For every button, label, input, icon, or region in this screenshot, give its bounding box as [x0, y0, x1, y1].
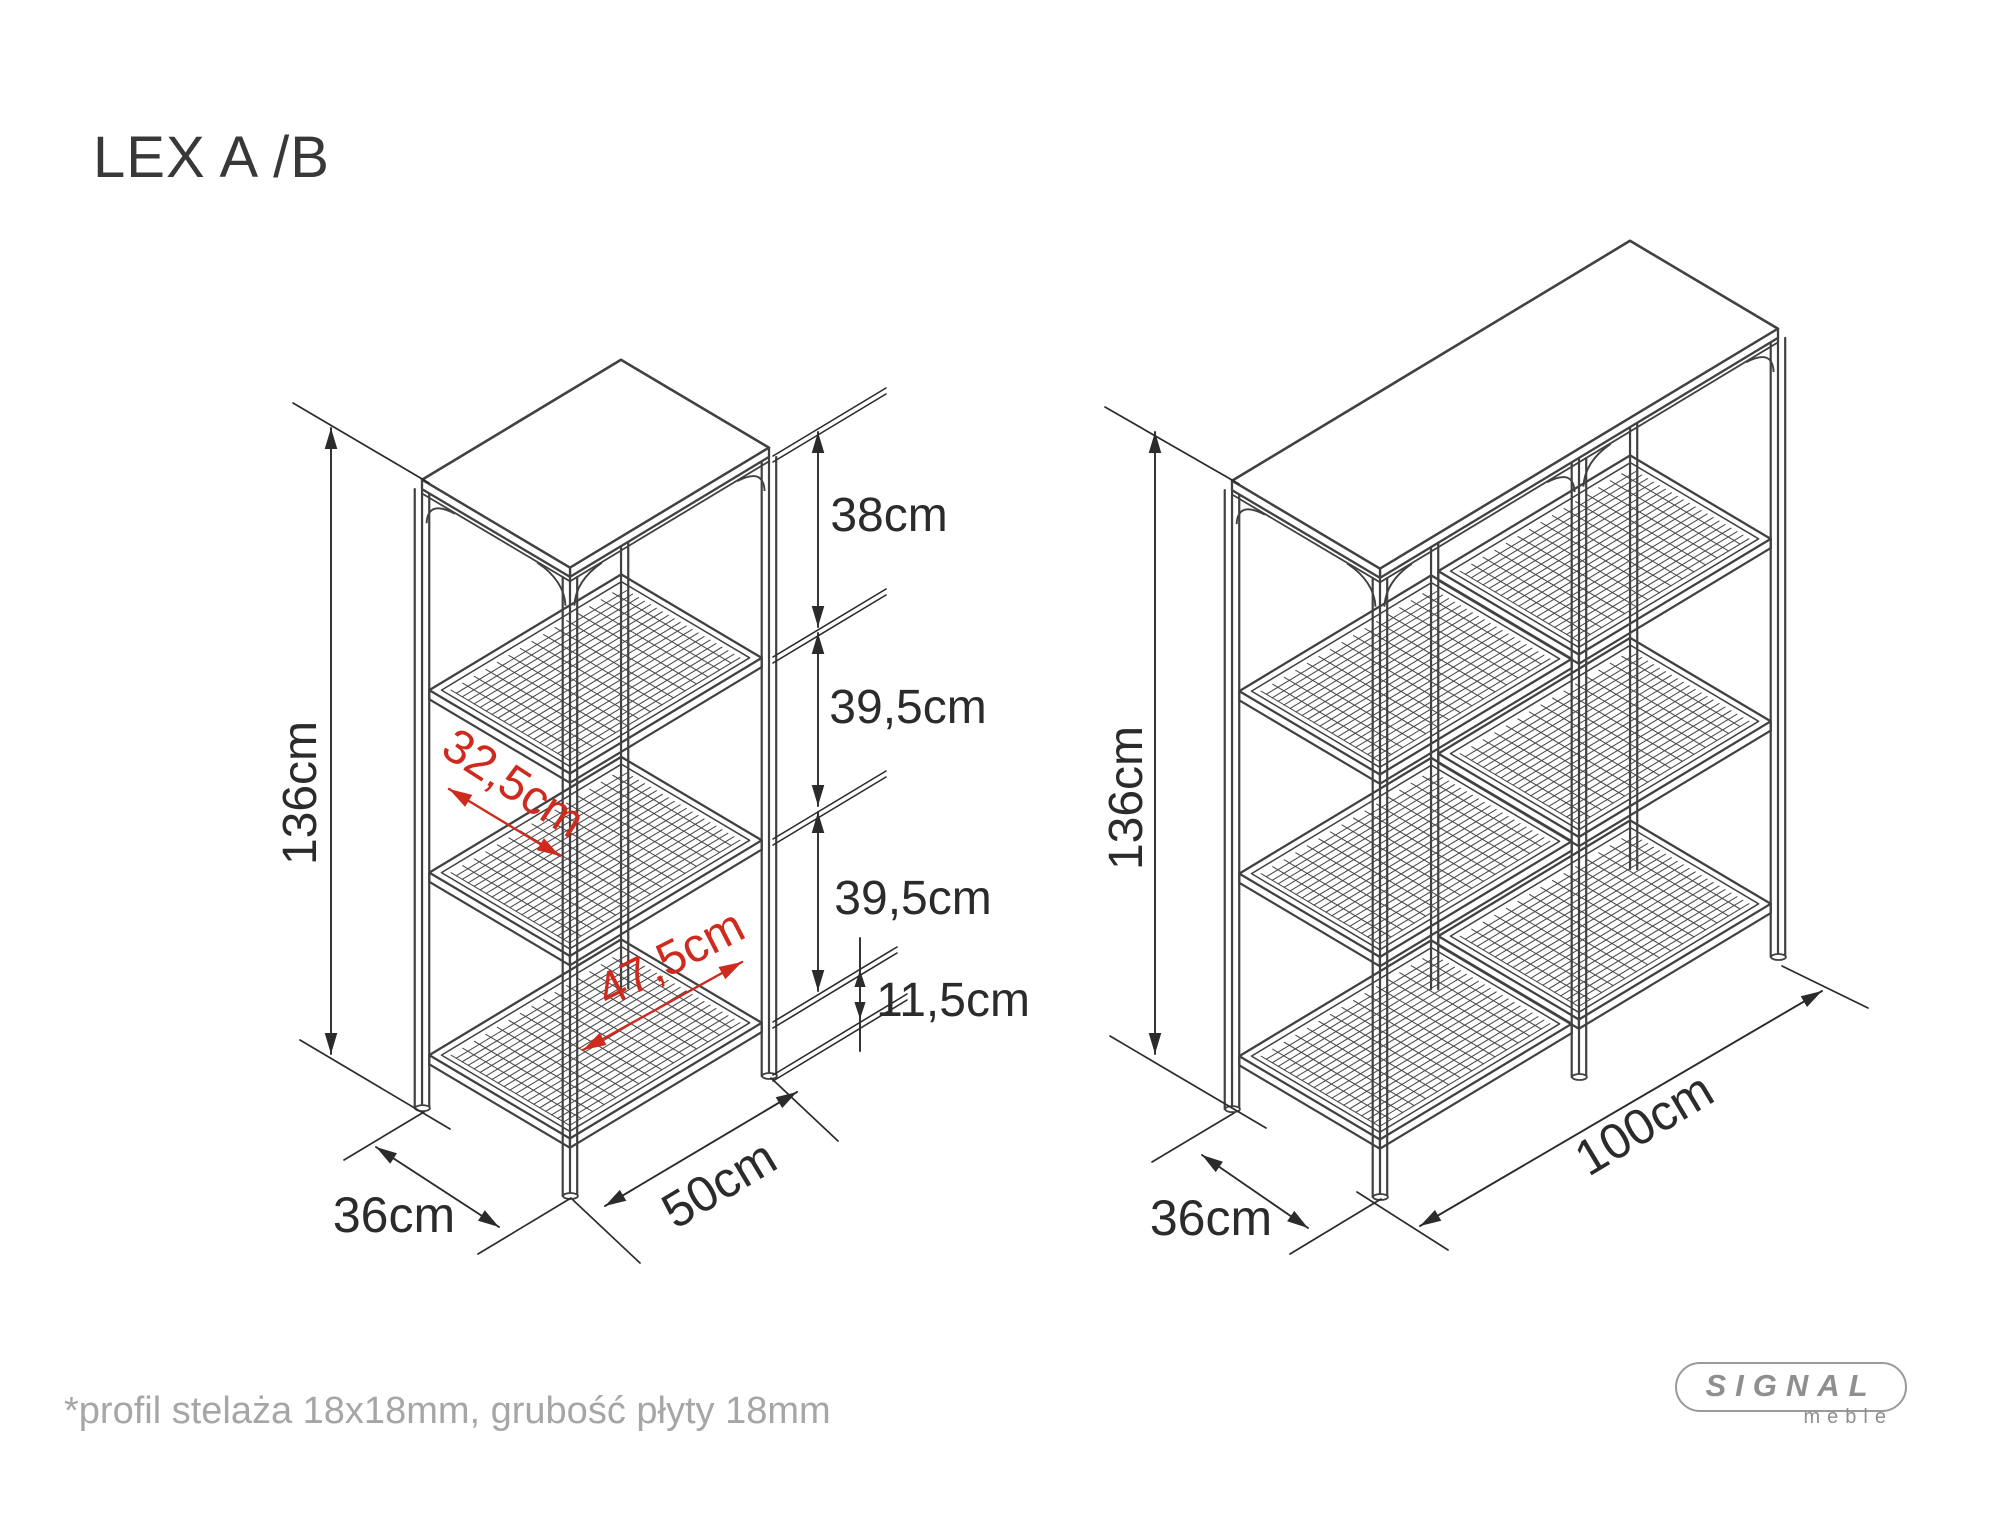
dim-label-right-height: 136cm — [1100, 725, 1153, 871]
left-shelf-unit-drawing — [413, 358, 778, 1200]
dim-label-right-depth: 36cm — [1149, 1190, 1273, 1246]
right-shelf-unit-drawing — [1223, 239, 1787, 1201]
logo-sub-text: meble — [1803, 1406, 1893, 1428]
footnote-text: *profil stelaża 18x18mm, grubość płyty 1… — [64, 1390, 831, 1432]
dimension-annotations — [292, 387, 1869, 1264]
red-inner-dimensions — [447, 787, 744, 1052]
page-title: LEX A /B — [93, 125, 330, 190]
dim-label-left-spacing-top: 38cm — [830, 489, 948, 542]
logo-brand-text: SIGNAL — [1705, 1368, 1877, 1403]
dim-label-left-depth: 36cm — [332, 1187, 456, 1243]
dim-label-left-spacing-upper: 39,5cm — [829, 681, 987, 734]
brand-logo: SIGNAL meble — [1675, 1362, 1907, 1428]
dim-label-left-clearance-bottom: 11,5cm — [876, 974, 1030, 1027]
dim-label-left-spacing-lower: 39,5cm — [834, 872, 992, 925]
dim-label-left-height: 136cm — [274, 720, 327, 866]
